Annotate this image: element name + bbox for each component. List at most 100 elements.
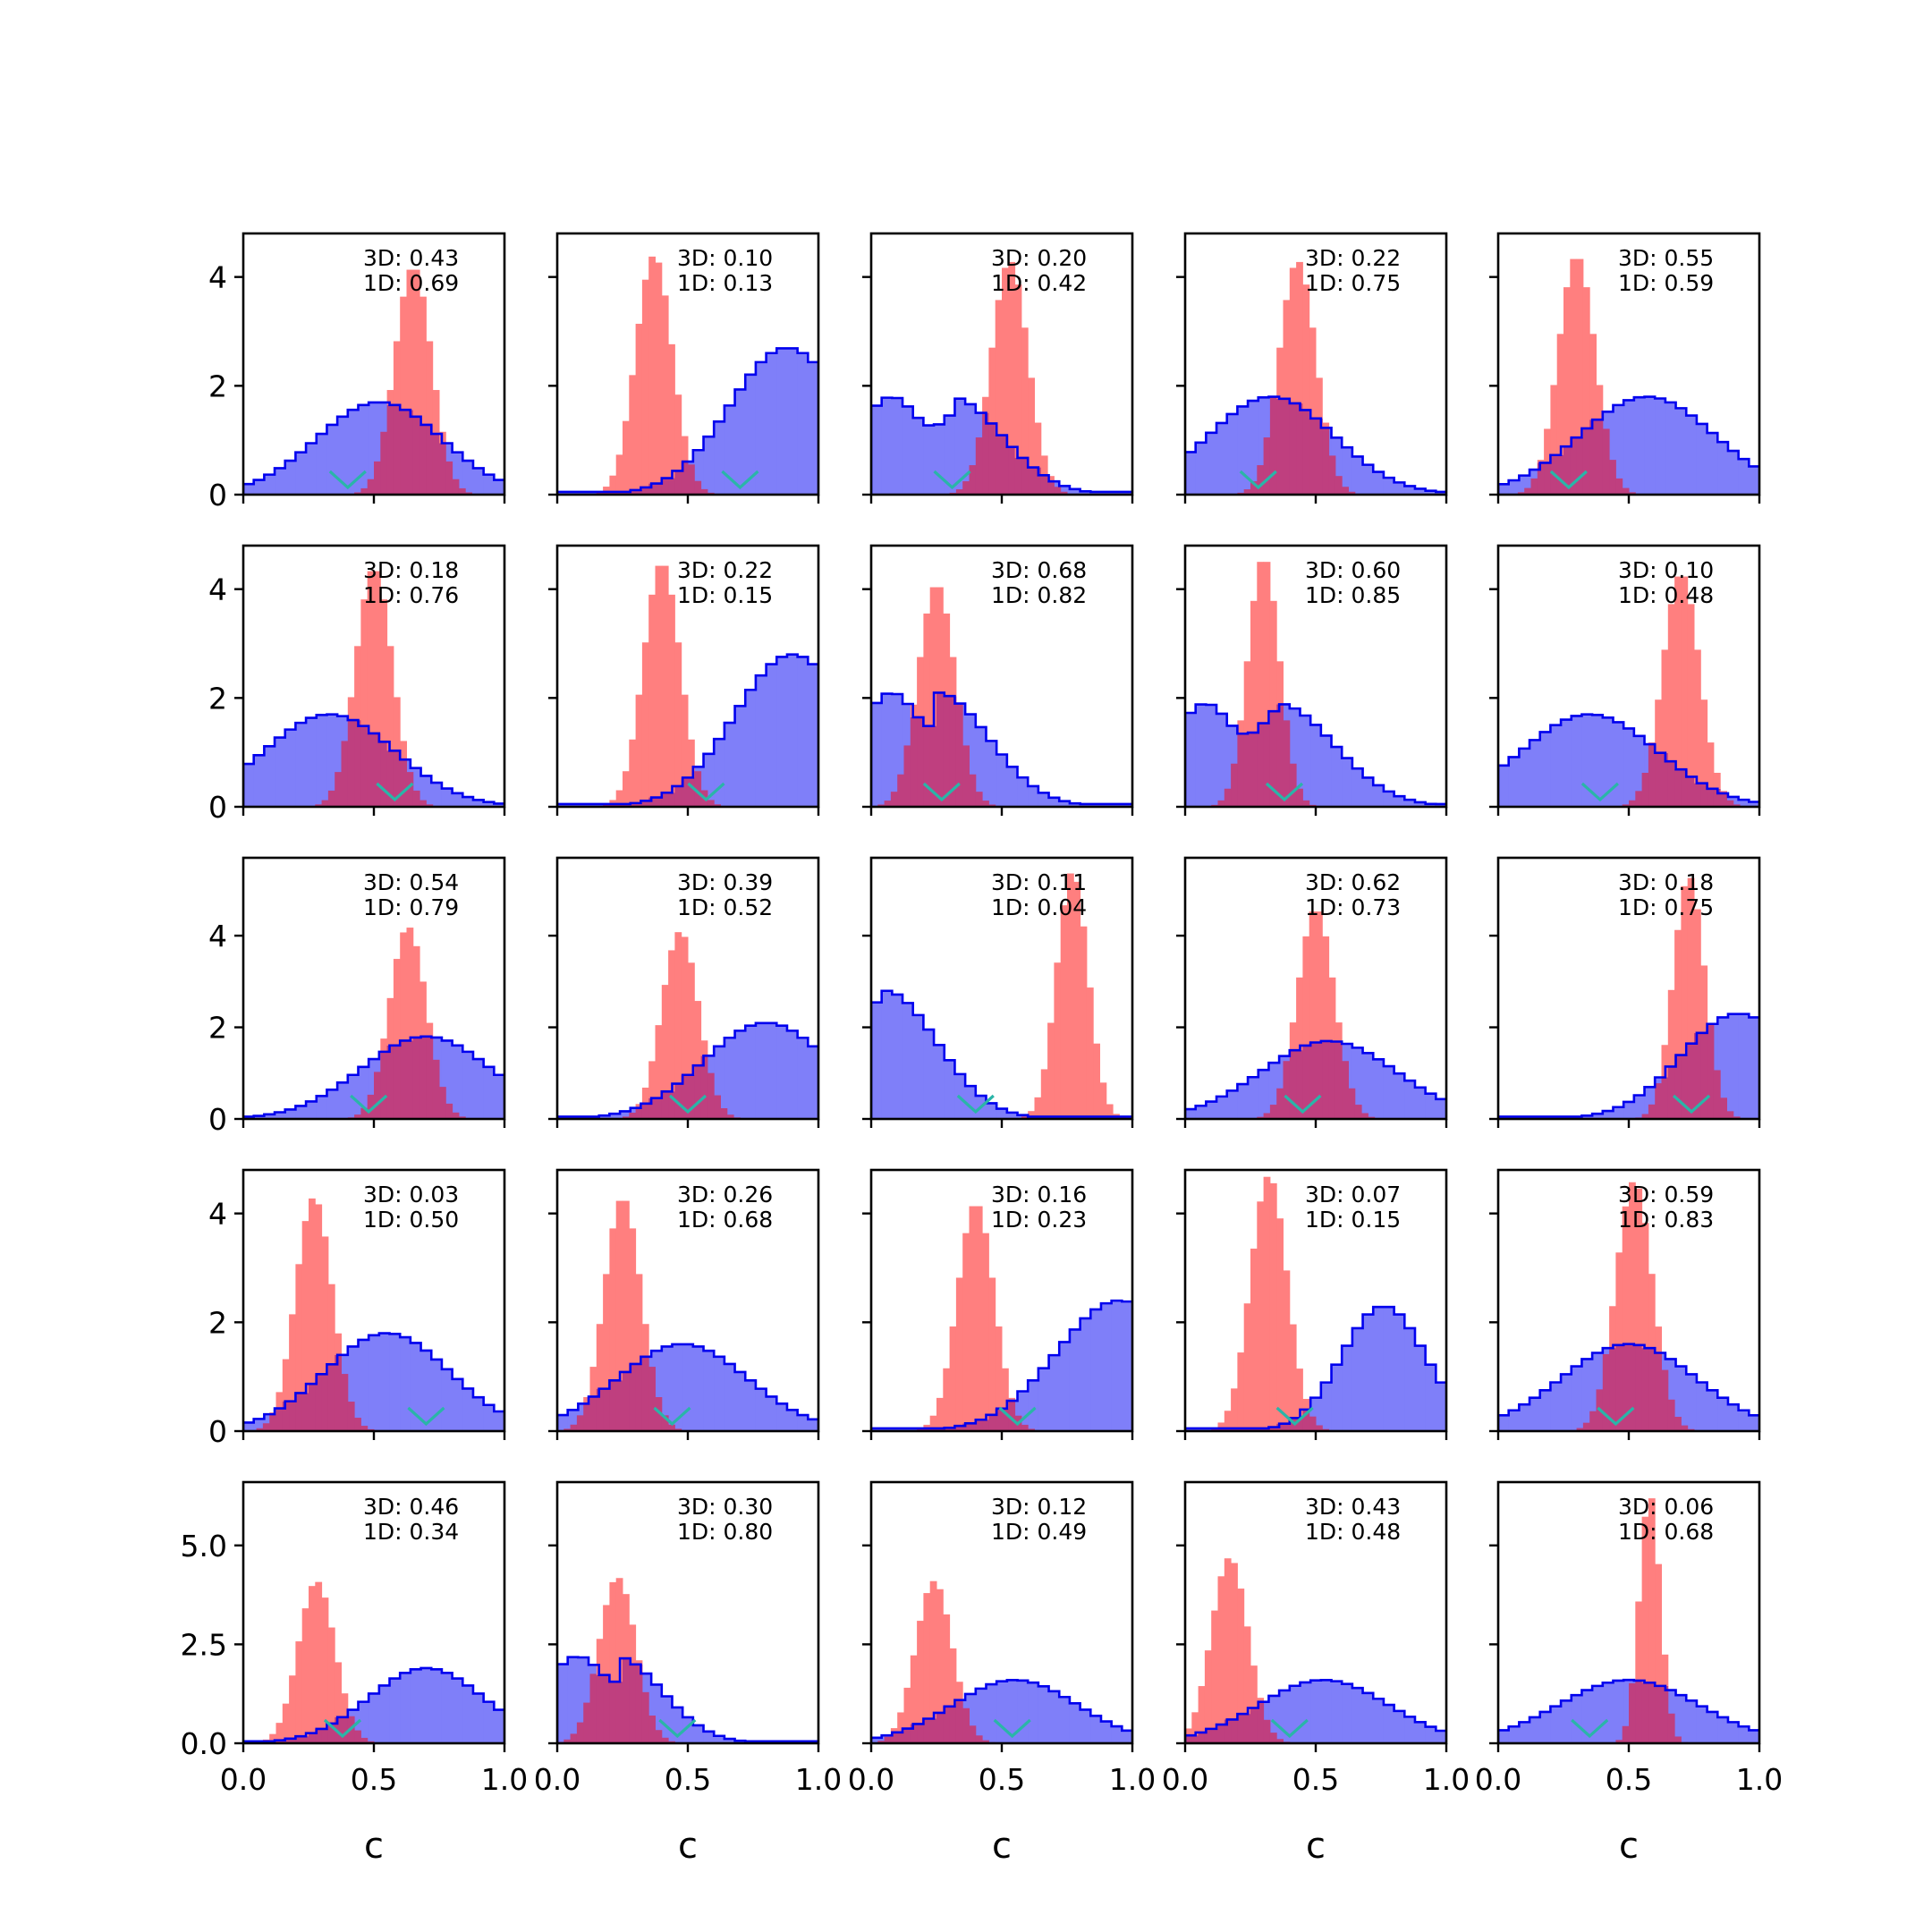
red-bar bbox=[1302, 1398, 1310, 1410]
blue-bar bbox=[1707, 1711, 1718, 1743]
blue-bar bbox=[1561, 1700, 1572, 1743]
blue-bar bbox=[1623, 728, 1635, 807]
blue-bar bbox=[1059, 801, 1071, 807]
blue-bar bbox=[1069, 488, 1081, 495]
red-bar bbox=[1002, 267, 1009, 436]
overlap-bar bbox=[1250, 1707, 1258, 1743]
overlap-bar bbox=[982, 412, 989, 495]
blue-bar bbox=[1258, 1070, 1269, 1119]
blue-bar bbox=[494, 1709, 504, 1743]
overlap-bar bbox=[1237, 1428, 1245, 1431]
red-bar bbox=[301, 1221, 309, 1394]
blue-bar bbox=[797, 657, 809, 807]
blue-bar bbox=[1268, 1695, 1280, 1743]
blue-bar bbox=[452, 1678, 463, 1743]
blue-bar bbox=[1352, 1327, 1364, 1431]
blue-bar bbox=[871, 1002, 883, 1119]
blue-bar bbox=[1100, 1721, 1113, 1743]
overlap-bar bbox=[458, 1116, 466, 1119]
plot-area bbox=[1185, 1176, 1446, 1431]
blue-bar bbox=[1436, 1382, 1446, 1431]
overlap-bar bbox=[962, 481, 970, 495]
overlap-bar bbox=[1687, 776, 1695, 807]
blue-step-outline bbox=[243, 1035, 504, 1119]
label-3d: 3D: 0.46 bbox=[363, 1494, 459, 1520]
plot-area bbox=[871, 1206, 1132, 1431]
blue-bar bbox=[1414, 1345, 1427, 1431]
overlap-bar bbox=[1289, 1050, 1297, 1119]
blue-bar bbox=[1550, 1382, 1562, 1431]
blue-bar bbox=[1394, 1710, 1405, 1743]
blue-bar bbox=[1519, 1722, 1530, 1743]
overlap-bar bbox=[1700, 783, 1708, 807]
blue-bar bbox=[1122, 491, 1132, 495]
overlap-bar bbox=[1217, 800, 1225, 807]
blue-bar bbox=[1195, 1106, 1207, 1119]
red-bar bbox=[615, 1578, 623, 1682]
overlap-bar bbox=[1655, 1083, 1662, 1119]
overlap-bar bbox=[1257, 465, 1265, 495]
blue-bar bbox=[295, 452, 307, 495]
label-1d: 1D: 0.69 bbox=[363, 270, 459, 296]
blue-bar bbox=[1362, 1053, 1374, 1119]
overlap-bar bbox=[609, 1682, 617, 1743]
blue-bar bbox=[672, 1707, 683, 1743]
red-bar bbox=[1217, 1576, 1225, 1725]
overlap-bar bbox=[1021, 1116, 1029, 1119]
overlap-bar bbox=[386, 404, 394, 495]
red-bar bbox=[1028, 377, 1035, 468]
x-tick-label: 0.5 bbox=[979, 1762, 1025, 1797]
overlap-bar bbox=[374, 733, 381, 807]
overlap-bar bbox=[400, 1040, 407, 1119]
overlap-bar bbox=[949, 696, 957, 807]
blue-bar bbox=[431, 1669, 443, 1743]
label-3d: 3D: 0.10 bbox=[677, 245, 773, 271]
overlap-bar bbox=[1008, 1401, 1016, 1431]
red-bar bbox=[1713, 773, 1721, 789]
overlap-bar bbox=[458, 487, 466, 495]
red-bar bbox=[1700, 965, 1708, 1033]
overlap-bar bbox=[1361, 1113, 1368, 1119]
overlap-bar bbox=[321, 1728, 329, 1743]
overlap-bar bbox=[1694, 783, 1701, 807]
overlap-bar bbox=[1191, 1735, 1199, 1743]
x-tick-label: 0.5 bbox=[1292, 1762, 1339, 1797]
blue-bar bbox=[1675, 1695, 1687, 1743]
blue-bar bbox=[620, 1111, 631, 1119]
label-1d: 1D: 0.76 bbox=[363, 582, 459, 608]
red-bar bbox=[615, 790, 623, 804]
overlap-bar bbox=[1211, 1728, 1218, 1743]
overlap-bar bbox=[969, 1725, 977, 1743]
blue-bar bbox=[1530, 1716, 1541, 1743]
overlap-bar bbox=[1700, 1032, 1708, 1119]
red-bar bbox=[1322, 936, 1330, 1041]
blue-bar bbox=[1436, 1730, 1446, 1743]
red-bar bbox=[1224, 1411, 1232, 1428]
blue-bar bbox=[1738, 1726, 1750, 1743]
overlap-bar bbox=[1622, 1725, 1630, 1743]
blue-bar bbox=[672, 1343, 683, 1431]
blue-bar bbox=[703, 1731, 715, 1743]
y-tick-label: 2 bbox=[208, 1305, 227, 1340]
overlap-bar bbox=[1269, 1733, 1277, 1743]
blue-bar bbox=[483, 1066, 495, 1119]
x-tick-label: 0.5 bbox=[1606, 1762, 1652, 1797]
plot-area bbox=[1498, 258, 1759, 495]
blue-bar bbox=[1727, 1404, 1740, 1431]
overlap-bar bbox=[1276, 398, 1284, 495]
overlap-bar bbox=[1021, 457, 1029, 495]
red-bar bbox=[275, 1392, 284, 1409]
blue-bar bbox=[1090, 1309, 1102, 1431]
red-bar bbox=[629, 1624, 637, 1665]
red-bar bbox=[674, 932, 682, 1084]
blue-bar bbox=[253, 1115, 265, 1119]
overlap-bar bbox=[1309, 1042, 1317, 1119]
blue-bar bbox=[1195, 1428, 1207, 1431]
red-bar bbox=[1086, 987, 1094, 1117]
overlap-bar bbox=[419, 424, 427, 495]
overlap-bar bbox=[406, 1040, 414, 1119]
blue-bar bbox=[1310, 724, 1322, 807]
